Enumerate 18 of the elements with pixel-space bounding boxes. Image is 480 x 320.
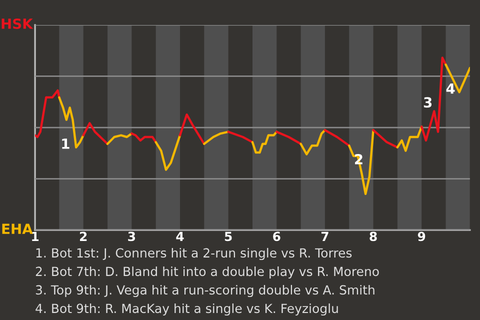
x-tick-label: 3 xyxy=(128,232,136,242)
x-tick-label: 1 xyxy=(32,232,39,241)
annotation: 4 xyxy=(446,83,455,94)
x-tick-label: 9 xyxy=(418,232,426,242)
x-tick-label: 2 xyxy=(80,232,87,241)
text: 1. Bot 1st: J. Conners hit a 2-run single vs R. Torres xyxy=(36,248,352,260)
text: 3. Top 9th: J. Vega hit a run-scoring double vs A. Smith xyxy=(36,284,374,298)
text: 4. Bot 9th: R. MacKay hit a single vs K. Feyzioglu xyxy=(36,303,338,316)
text: EHA xyxy=(2,224,33,234)
text: HSK xyxy=(2,18,34,29)
x-tick-label: 5 xyxy=(224,232,232,242)
x-tick-label: 6 xyxy=(273,232,280,242)
text: 2. Bot 7th: D. Bland hit into a double play vs R. Moreno xyxy=(36,266,379,279)
x-tick-label: 4 xyxy=(176,232,184,241)
x-tick-label: 7 xyxy=(321,232,328,241)
annotation: 1 xyxy=(62,138,70,149)
x-tick-label: 8 xyxy=(370,232,377,242)
annotation: 3 xyxy=(424,97,432,108)
